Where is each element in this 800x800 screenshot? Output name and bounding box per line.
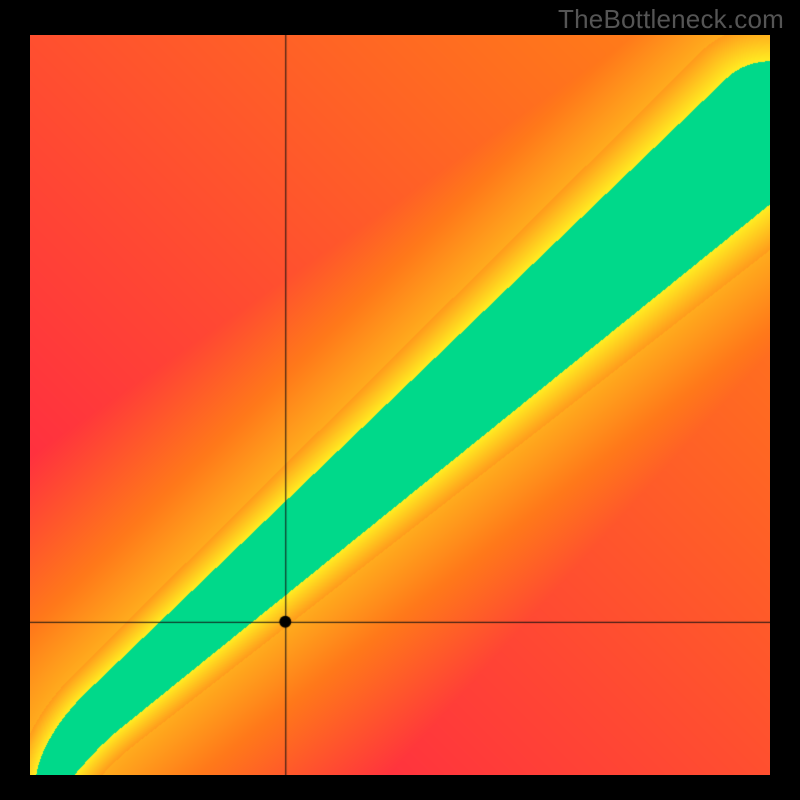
chart-container: TheBottleneck.com — [0, 0, 800, 800]
heatmap-canvas — [30, 35, 770, 775]
watermark-text: TheBottleneck.com — [558, 4, 784, 35]
heatmap-plot — [30, 35, 770, 775]
